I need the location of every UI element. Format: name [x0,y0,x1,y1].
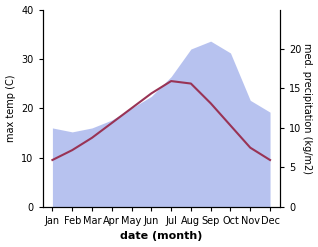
X-axis label: date (month): date (month) [120,231,203,242]
Y-axis label: med. precipitation (kg/m2): med. precipitation (kg/m2) [302,43,313,174]
Y-axis label: max temp (C): max temp (C) [5,74,16,142]
